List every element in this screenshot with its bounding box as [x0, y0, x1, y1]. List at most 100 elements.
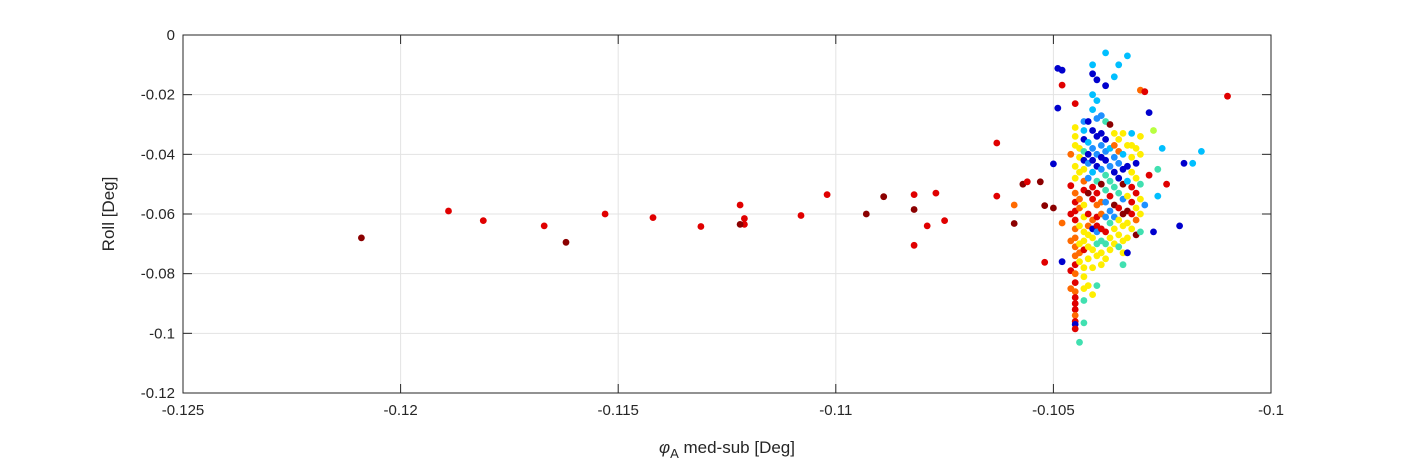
data-point [358, 234, 365, 242]
data-point [1089, 91, 1096, 99]
data-point [1080, 273, 1088, 281]
x-tick-label: -0.1 [1258, 402, 1284, 419]
data-point [1102, 171, 1109, 179]
data-point [1067, 150, 1075, 158]
data-point [1010, 201, 1018, 209]
data-point [1067, 182, 1075, 190]
data-point [540, 222, 548, 230]
data-point [1071, 279, 1079, 286]
data-point [1128, 153, 1136, 161]
data-point [445, 207, 452, 215]
data-point [1124, 177, 1131, 185]
data-point [1106, 162, 1114, 170]
data-point [1124, 249, 1131, 257]
x-axis-label-symbol: φ [659, 438, 670, 457]
data-point [1137, 210, 1144, 218]
data-point [1115, 61, 1123, 69]
data-point [1071, 288, 1079, 295]
data-point [1124, 162, 1131, 170]
data-point [1084, 174, 1092, 182]
data-point [1089, 106, 1096, 113]
data-point [1158, 145, 1166, 152]
data-point [1023, 178, 1031, 186]
data-point [1154, 165, 1162, 173]
data-point [1106, 121, 1114, 128]
axis-ticks: -0.125 -0.12 -0.115 -0.11 -0.105 -0.10-0.02-0… [141, 27, 1284, 419]
x-axis-label-text: med-sub [Deg] [679, 438, 795, 457]
data-point [1145, 171, 1153, 179]
data-point [1115, 159, 1123, 167]
data-point [1080, 237, 1088, 245]
data-point [862, 210, 870, 218]
data-point [823, 191, 831, 199]
data-point [1084, 189, 1092, 197]
data-point [1102, 213, 1109, 221]
data-point [1115, 216, 1123, 224]
data-point [1071, 100, 1079, 107]
data-point [993, 139, 1001, 147]
data-point [1128, 183, 1136, 191]
data-point [1050, 204, 1057, 212]
data-point [1071, 312, 1079, 319]
data-point [941, 217, 948, 225]
data-point [993, 192, 1001, 200]
data-point [1071, 325, 1079, 333]
data-point [1071, 270, 1079, 278]
x-tick-label: -0.12 [383, 402, 417, 419]
data-point [1084, 282, 1092, 289]
data-point [1050, 160, 1057, 168]
data-point [1084, 150, 1092, 158]
data-point [1176, 222, 1183, 230]
data-point [1124, 52, 1131, 60]
data-point [1089, 264, 1096, 272]
data-point [1089, 145, 1096, 152]
data-point [1137, 180, 1144, 188]
data-point [1097, 249, 1105, 257]
data-point [1110, 225, 1118, 233]
data-point [1036, 178, 1044, 186]
data-point [1141, 88, 1149, 96]
data-point [1110, 142, 1118, 149]
data-point [880, 193, 888, 201]
data-point [1119, 130, 1127, 137]
data-point [1110, 130, 1118, 137]
data-point [1115, 231, 1123, 239]
data-point [1071, 133, 1079, 140]
data-point [1097, 142, 1105, 149]
data-point [1128, 168, 1136, 176]
x-axis-label-subscript: A [670, 446, 679, 461]
data-point [1132, 216, 1140, 224]
data-point [1115, 136, 1123, 143]
data-point [1102, 198, 1109, 206]
data-point [736, 201, 744, 209]
data-point [910, 191, 918, 199]
data-point [1141, 201, 1149, 209]
data-point [1097, 112, 1105, 119]
y-axis-label: Roll [Deg] [99, 177, 118, 252]
data-point [1080, 165, 1088, 173]
data-point [1084, 139, 1092, 146]
data-point [1106, 192, 1114, 200]
data-point [1137, 195, 1144, 203]
x-tick-label: -0.105 [1032, 402, 1075, 419]
data-point [1058, 219, 1066, 227]
x-tick-label: -0.11 [819, 402, 852, 419]
data-point [1110, 73, 1118, 81]
y-tick-label: -0.1 [149, 325, 175, 342]
data-points [358, 49, 1231, 346]
data-point [1145, 109, 1153, 116]
data-point [1093, 282, 1101, 289]
data-point [1102, 82, 1109, 90]
data-point [1115, 204, 1123, 212]
data-point [1089, 195, 1096, 203]
data-point [1128, 210, 1136, 218]
data-point [1084, 255, 1092, 263]
data-point [1102, 136, 1109, 143]
data-point [1071, 306, 1079, 313]
data-point [1071, 216, 1079, 224]
data-point [1058, 66, 1066, 74]
data-point [1071, 174, 1079, 182]
data-point [1132, 159, 1140, 167]
data-point [1132, 189, 1140, 197]
data-point [1110, 168, 1118, 176]
